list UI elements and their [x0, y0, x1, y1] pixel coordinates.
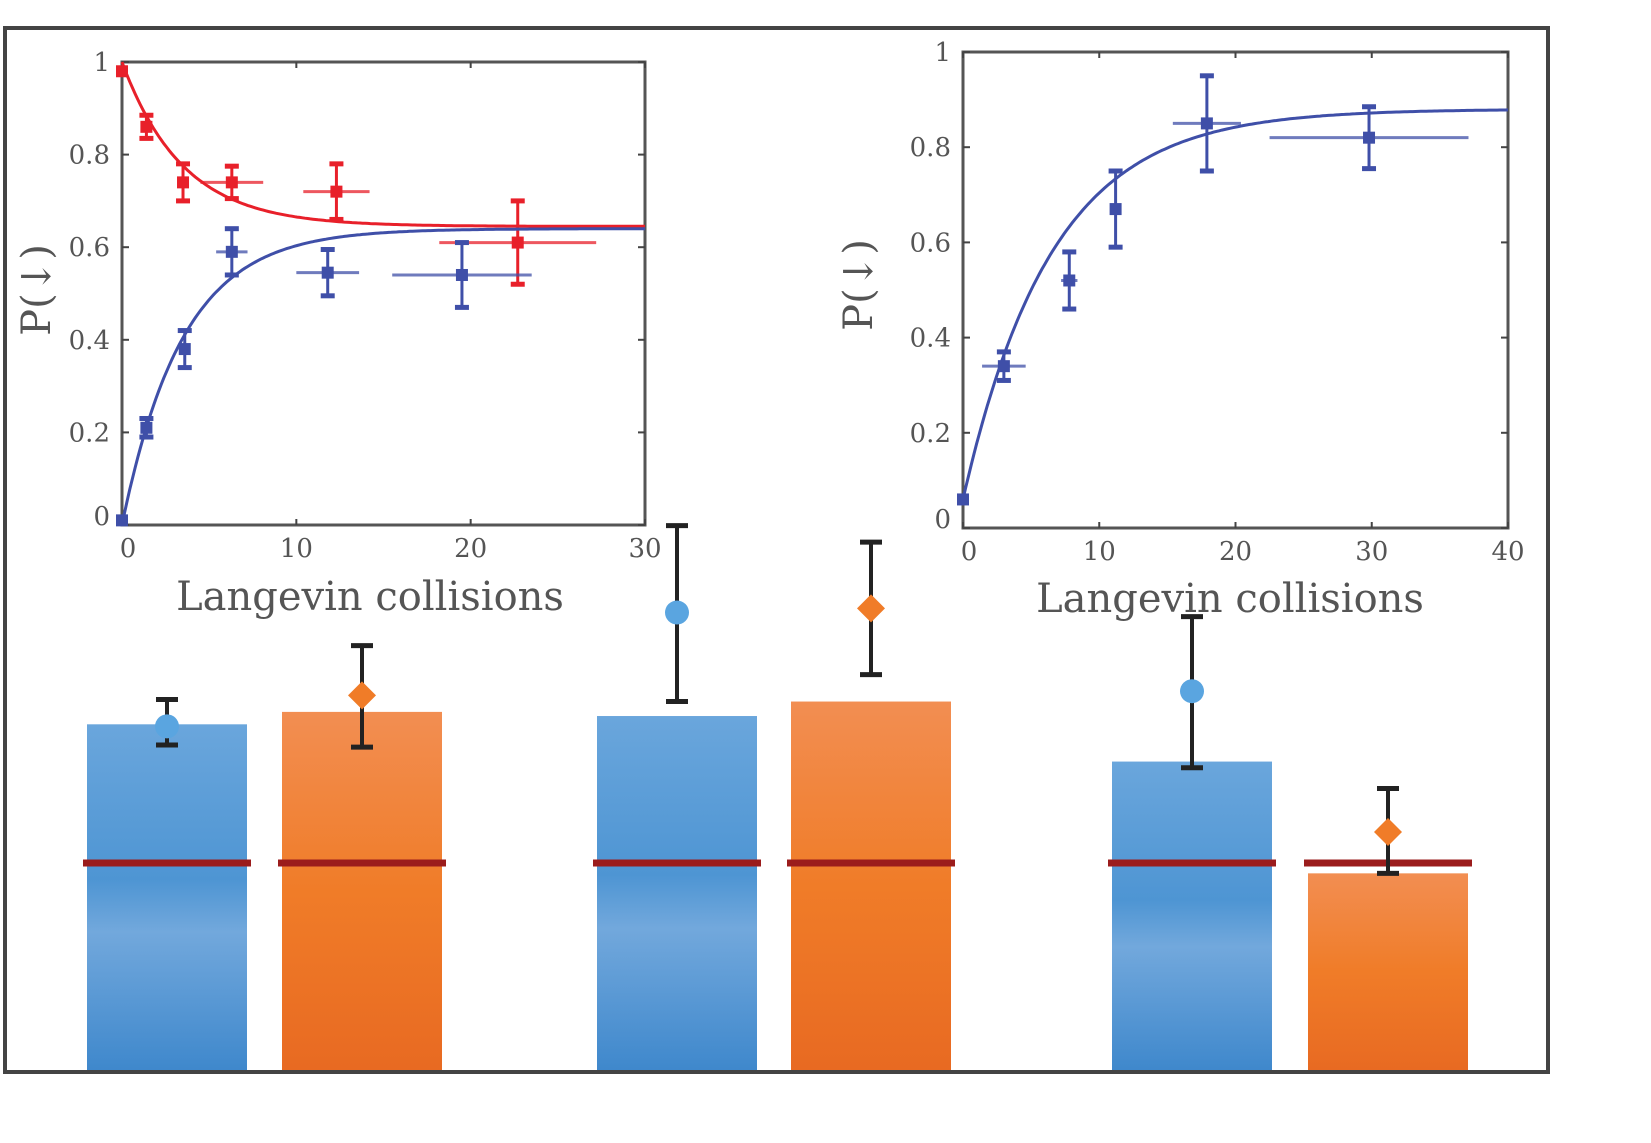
data-point: [225, 176, 238, 189]
y-tick-label: 1: [934, 38, 951, 68]
data-point: [225, 245, 238, 258]
data-point: [1180, 679, 1204, 704]
bar-chart: [83, 523, 1472, 1070]
data-point: [178, 343, 191, 356]
y-tick-label: 0: [934, 505, 951, 535]
data-point: [1063, 274, 1076, 287]
x-tick-label: 10: [280, 534, 313, 564]
left-inset-plot: Langevin collisions P(↓) 0 10 20 30 0 0.2 0.4 0…: [14, 48, 662, 620]
y-tick-label: 0.8: [69, 141, 110, 171]
y-tick-label: 0.6: [910, 228, 951, 258]
data-point: [116, 514, 128, 527]
x-tick-label: 0: [961, 537, 978, 567]
figure-frame: [3, 26, 1550, 1074]
fit-curve: [120, 227, 645, 526]
y-tick-label: 0.2: [910, 419, 951, 449]
data-point: [155, 714, 179, 739]
fit-curve: [120, 61, 645, 228]
data-point: [1363, 131, 1376, 144]
data-point: [1374, 817, 1402, 846]
x-tick-label: 0: [120, 534, 137, 564]
bar: [87, 724, 247, 1070]
data-point: [330, 185, 343, 198]
data-point: [1109, 203, 1122, 216]
left-ylabel: P(↓): [14, 244, 60, 336]
data-point: [177, 176, 190, 189]
data-point: [321, 266, 334, 279]
bar: [791, 701, 951, 1070]
y-tick-label: 0: [93, 502, 110, 532]
x-tick-label: 30: [1355, 537, 1388, 567]
right-ylabel: P(↓): [836, 239, 882, 331]
x-tick-label: 10: [1083, 537, 1116, 567]
data-point: [348, 681, 376, 710]
fit-curve: [961, 108, 1509, 500]
bar: [1112, 761, 1272, 1070]
data-point: [957, 493, 969, 506]
y-tick-label: 0.6: [69, 233, 110, 263]
data-point: [116, 65, 128, 78]
right-inset-plot: Langevin collisions P(↓) 0 10 20 30 40 0 0.2 0.…: [836, 38, 1525, 622]
y-tick-label: 1: [93, 48, 110, 78]
x-tick-label: 40: [1491, 537, 1524, 567]
data-point: [140, 421, 153, 434]
data-point: [1200, 117, 1213, 130]
data-point: [511, 236, 524, 249]
bar: [282, 711, 442, 1070]
x-tick-label: 20: [1219, 537, 1252, 567]
y-tick-label: 0.4: [910, 324, 951, 354]
data-point: [455, 268, 468, 281]
data-point: [857, 594, 885, 623]
data-point: [140, 120, 153, 133]
x-tick-label: 30: [628, 534, 661, 564]
y-tick-label: 0.8: [910, 133, 951, 163]
data-point: [665, 600, 689, 625]
bar: [1308, 873, 1468, 1070]
right-xlabel: Langevin collisions: [1036, 576, 1424, 622]
y-tick-label: 0.2: [69, 418, 110, 448]
data-point: [997, 360, 1010, 373]
bar: [597, 716, 757, 1070]
x-tick-label: 20: [454, 534, 487, 564]
y-tick-label: 0.4: [69, 326, 110, 356]
left-xlabel: Langevin collisions: [176, 574, 564, 620]
plot-axes-box: [120, 60, 647, 527]
